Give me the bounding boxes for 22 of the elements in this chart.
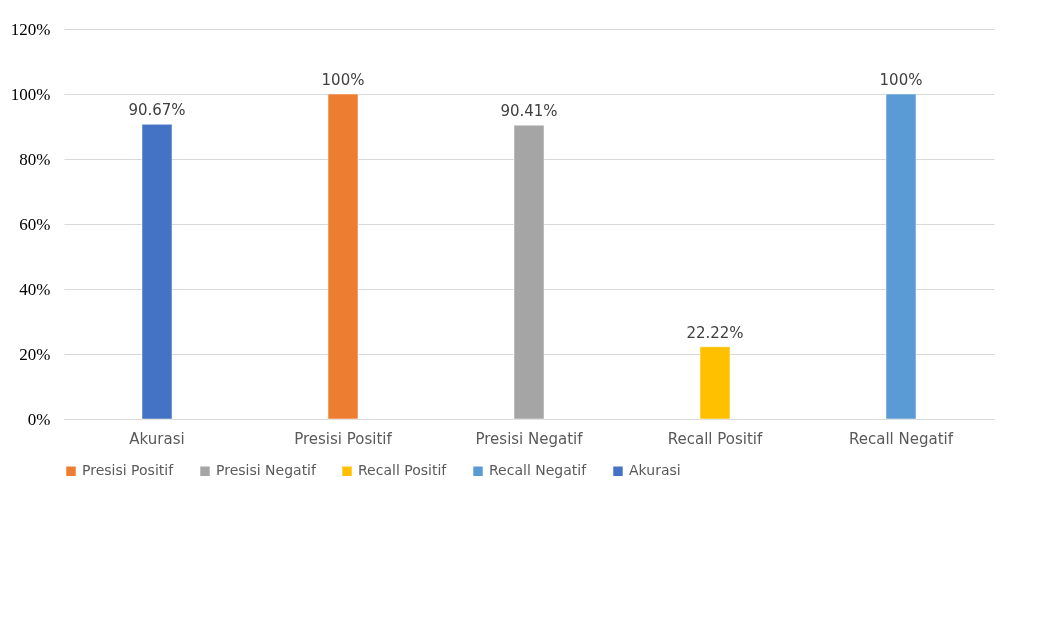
x-tick-label: Akurasi bbox=[129, 429, 185, 448]
data-label: 22.22% bbox=[686, 323, 744, 342]
legend-label: Recall Negatif bbox=[489, 462, 588, 479]
data-label: 90.41% bbox=[500, 102, 558, 121]
x-tick-label: Recall Positif bbox=[667, 429, 763, 448]
y-tick-label: 40% bbox=[19, 279, 51, 299]
legend-label: Presisi Negatif bbox=[216, 462, 318, 479]
x-tick-label: Recall Negatif bbox=[848, 429, 954, 448]
y-tick-label: 60% bbox=[19, 214, 51, 234]
x-tick-label: Presisi Negatif bbox=[475, 429, 584, 448]
legend-label: Akurasi bbox=[629, 462, 681, 479]
y-tick-label: 20% bbox=[19, 344, 51, 364]
y-tick-label: 120% bbox=[10, 19, 51, 39]
legend-label: Presisi Positif bbox=[82, 462, 175, 479]
legend-label: Recall Positif bbox=[358, 462, 448, 479]
y-tick-label: 80% bbox=[19, 149, 51, 169]
y-tick-label: 100% bbox=[10, 84, 51, 104]
data-label: 100% bbox=[879, 71, 923, 89]
data-label: 100% bbox=[321, 71, 365, 89]
x-tick-label: Presisi Positif bbox=[294, 429, 393, 448]
y-tick-label: 0% bbox=[27, 409, 51, 429]
data-label: 90.67% bbox=[128, 101, 186, 120]
